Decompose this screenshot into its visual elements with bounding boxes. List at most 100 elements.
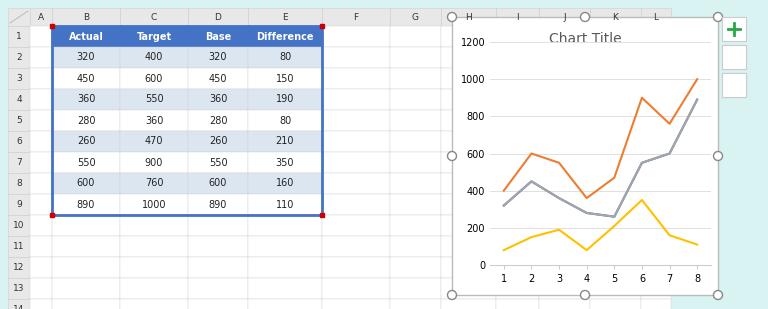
- Bar: [120, 26, 188, 47]
- Text: 890: 890: [77, 200, 95, 210]
- Bar: [8, 8, 30, 26]
- Bar: [496, 173, 539, 194]
- Bar: [52, 26, 120, 47]
- Bar: [496, 131, 539, 152]
- Bar: [188, 194, 248, 215]
- Bar: [441, 173, 496, 194]
- Text: 2: 2: [16, 53, 22, 62]
- Bar: [390, 215, 441, 236]
- Bar: [120, 215, 188, 236]
- Bar: [120, 131, 188, 152]
- Bar: [248, 68, 322, 89]
- Bar: [30, 173, 52, 194]
- Bar: [496, 257, 539, 278]
- Circle shape: [581, 12, 590, 22]
- Bar: [539, 278, 590, 299]
- Text: 210: 210: [276, 137, 294, 146]
- Bar: [188, 194, 248, 215]
- Bar: [722, 45, 746, 69]
- Text: A: A: [38, 12, 44, 22]
- Bar: [322, 278, 390, 299]
- Bar: [8, 278, 30, 299]
- Text: F: F: [353, 12, 359, 22]
- Bar: [539, 68, 590, 89]
- Bar: [539, 173, 590, 194]
- Bar: [590, 215, 641, 236]
- Bar: [120, 47, 188, 68]
- Bar: [188, 110, 248, 131]
- Bar: [52, 68, 120, 89]
- Bar: [590, 131, 641, 152]
- Bar: [322, 89, 390, 110]
- Text: 3: 3: [16, 74, 22, 83]
- Bar: [322, 236, 390, 257]
- Bar: [188, 278, 248, 299]
- Bar: [641, 68, 671, 89]
- Circle shape: [581, 290, 590, 299]
- Text: B: B: [83, 12, 89, 22]
- Bar: [52, 152, 120, 173]
- Bar: [722, 17, 746, 41]
- Bar: [248, 26, 322, 47]
- Text: 260: 260: [209, 137, 227, 146]
- Bar: [248, 47, 322, 68]
- Bar: [539, 152, 590, 173]
- Bar: [188, 26, 248, 47]
- Text: Difference: Difference: [257, 32, 314, 41]
- Circle shape: [448, 290, 456, 299]
- Text: 320: 320: [209, 53, 227, 62]
- Bar: [539, 257, 590, 278]
- Bar: [248, 152, 322, 173]
- Bar: [8, 89, 30, 110]
- Bar: [120, 68, 188, 89]
- Bar: [30, 236, 52, 257]
- Bar: [52, 89, 120, 110]
- Bar: [188, 257, 248, 278]
- Text: J: J: [563, 12, 566, 22]
- Bar: [496, 299, 539, 309]
- Bar: [30, 278, 52, 299]
- Bar: [8, 152, 30, 173]
- Bar: [496, 110, 539, 131]
- Bar: [248, 173, 322, 194]
- Text: 150: 150: [276, 74, 294, 83]
- Bar: [496, 89, 539, 110]
- Bar: [188, 89, 248, 110]
- Text: 360: 360: [77, 95, 95, 104]
- Text: 1000: 1000: [142, 200, 166, 210]
- Bar: [120, 257, 188, 278]
- Bar: [322, 194, 390, 215]
- Bar: [248, 299, 322, 309]
- Text: 320: 320: [77, 53, 95, 62]
- Circle shape: [448, 151, 456, 160]
- Bar: [641, 173, 671, 194]
- Bar: [52, 26, 322, 215]
- Bar: [188, 8, 248, 26]
- Text: 550: 550: [77, 158, 95, 167]
- Bar: [441, 194, 496, 215]
- Text: 760: 760: [144, 179, 164, 188]
- Bar: [8, 257, 30, 278]
- Bar: [248, 173, 322, 194]
- Bar: [52, 68, 120, 89]
- Bar: [441, 278, 496, 299]
- Bar: [590, 26, 641, 47]
- Bar: [30, 26, 52, 47]
- Bar: [8, 47, 30, 68]
- Bar: [248, 110, 322, 131]
- Bar: [8, 68, 30, 89]
- Bar: [8, 26, 30, 47]
- Text: 14: 14: [13, 305, 25, 309]
- Bar: [120, 26, 188, 47]
- Bar: [120, 152, 188, 173]
- Bar: [188, 173, 248, 194]
- Bar: [52, 110, 120, 131]
- Text: 360: 360: [145, 116, 163, 125]
- Text: 280: 280: [77, 116, 95, 125]
- Bar: [52, 194, 120, 215]
- Bar: [390, 152, 441, 173]
- Bar: [322, 152, 390, 173]
- Bar: [496, 47, 539, 68]
- Bar: [188, 110, 248, 131]
- Text: 360: 360: [209, 95, 227, 104]
